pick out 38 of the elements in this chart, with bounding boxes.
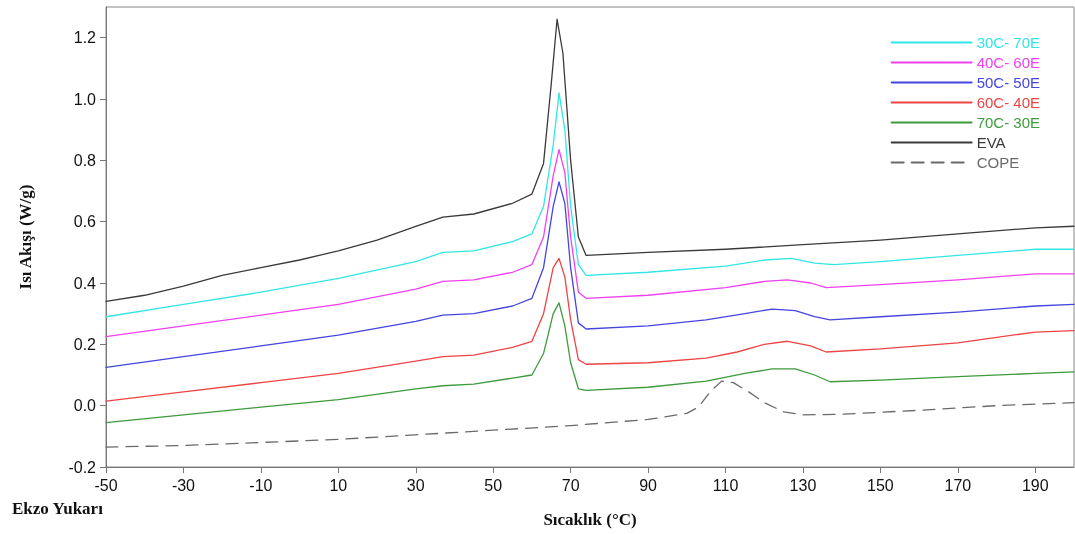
- x-tick-label: 130: [789, 476, 817, 494]
- line-series: [105, 18, 1075, 303]
- text: 60C- 40E: [976, 94, 1041, 111]
- x-tick-label: -10: [249, 476, 273, 494]
- text: 40C- 60E: [976, 54, 1041, 71]
- y-tick-label: 0.4: [73, 274, 97, 292]
- line-series: [105, 181, 1075, 368]
- x-tick-label: -50: [94, 476, 118, 494]
- y-axis-title: Isı Akışı (W/g): [16, 184, 35, 290]
- x-tick-label: 90: [639, 476, 658, 494]
- y-tick-label: 1.0: [73, 90, 97, 108]
- x-tick-label: 10: [329, 476, 348, 494]
- y-tick-label: -0.2: [68, 458, 97, 476]
- y-tick-label: 0.8: [73, 151, 97, 169]
- text: Ekzo Yukarı: [12, 499, 104, 518]
- line-series: [105, 92, 1075, 318]
- text: 30C- 70E: [976, 34, 1041, 51]
- line-series: [105, 257, 1075, 402]
- x-tick-label: 170: [944, 476, 972, 494]
- line-series: [105, 302, 1075, 424]
- x-axis-title: Sıcaklık (°C): [543, 510, 637, 529]
- x-tick-label: 150: [867, 476, 894, 494]
- x-tick-label: 70: [561, 476, 580, 494]
- text: 70C- 30E: [976, 114, 1041, 131]
- x-tick-label: 50: [484, 476, 503, 494]
- text: 50C- 50E: [976, 74, 1041, 91]
- y-tick-label: 0.6: [73, 213, 97, 231]
- x-tick-label: 110: [712, 476, 739, 494]
- y-tick-label: 0.0: [73, 397, 97, 415]
- x-tick-label: -30: [171, 476, 196, 494]
- y-tick-label: 0.2: [73, 335, 97, 353]
- y-tick-label: 1.2: [73, 29, 97, 47]
- text: EVA: [976, 134, 1006, 151]
- text: COPE: [976, 154, 1020, 171]
- x-tick-label: 30: [406, 476, 425, 494]
- line-series: [105, 148, 1075, 338]
- line-series: [105, 380, 1075, 448]
- x-tick-label: 190: [1021, 476, 1049, 494]
